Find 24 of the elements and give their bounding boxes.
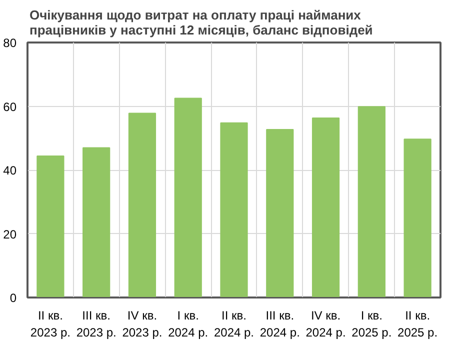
bar: [312, 118, 340, 298]
x-tick-label: II кв. 2023 р.: [30, 308, 70, 340]
bar: [128, 112, 156, 298]
x-tick-label: I кв. 2024 р.: [168, 308, 208, 340]
chart-title: Очікування щодо витрат на оплату праці найманих працівників у наступні 12 місяців, баланс відповідей: [30, 8, 373, 38]
x-tick-label: III кв. 2023 р.: [76, 308, 116, 340]
x-tick-label: II кв. 2025 р.: [398, 308, 438, 340]
bar: [36, 155, 64, 298]
bar: [266, 129, 294, 298]
bar: [174, 98, 202, 298]
y-tick-label: 60: [3, 100, 17, 114]
x-tick-label: III кв. 2024 р.: [260, 308, 300, 340]
y-tick-label: 40: [3, 164, 17, 178]
y-tick-label: 20: [3, 227, 17, 242]
x-tick-label: IV кв. 2024 р.: [306, 308, 346, 340]
x-tick-label: I кв. 2025 р.: [352, 308, 392, 340]
bar: [358, 106, 386, 298]
bar: [220, 122, 248, 298]
bar: [404, 138, 432, 298]
bar: [82, 147, 110, 298]
x-tick-label: IV кв. 2023 р.: [122, 308, 162, 340]
x-tick-label: II кв. 2024 р.: [214, 308, 254, 340]
y-tick-label: 0: [10, 291, 17, 305]
y-tick-label: 80: [3, 36, 17, 50]
